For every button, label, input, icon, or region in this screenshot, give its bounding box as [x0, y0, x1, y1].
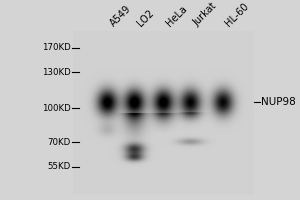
Text: HeLa: HeLa	[164, 3, 189, 28]
Text: LO2: LO2	[135, 7, 155, 28]
Text: 55KD: 55KD	[47, 162, 71, 171]
Bar	[74, 31, 254, 195]
Text: NUP98: NUP98	[262, 97, 296, 107]
Text: 130KD: 130KD	[42, 68, 71, 77]
Text: 170KD: 170KD	[42, 43, 71, 52]
Text: Jurkat: Jurkat	[191, 1, 218, 28]
Text: 100KD: 100KD	[42, 104, 71, 113]
Text: HL-60: HL-60	[224, 1, 251, 28]
Text: A549: A549	[108, 3, 133, 28]
Text: 70KD: 70KD	[47, 138, 71, 147]
